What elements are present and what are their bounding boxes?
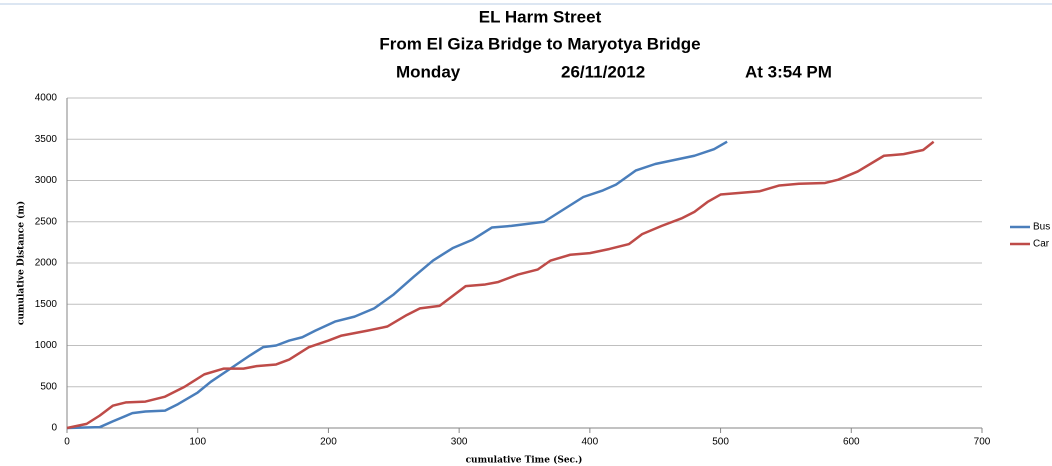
- data-line: [66, 140, 728, 430]
- x-tick-label: 400: [582, 437, 599, 448]
- legend-label: Bus: [1033, 222, 1050, 233]
- legend-label: Car: [1033, 239, 1050, 250]
- x-tick-label: 600: [843, 437, 860, 448]
- chart-subtitle: At 3:54 PM: [745, 62, 832, 81]
- chart-subtitle: 26/11/2012: [561, 62, 645, 81]
- y-tick-label: 2500: [35, 216, 58, 227]
- x-tick-label: 0: [64, 437, 70, 448]
- y-tick-label: 1000: [35, 340, 58, 351]
- y-tick-label: 0: [51, 423, 57, 434]
- y-tick-label: 500: [40, 381, 57, 392]
- x-axis-label: cumulative Time (Sec.): [466, 455, 583, 466]
- chart-title: From El Giza Bridge to Maryotya Bridge: [379, 34, 700, 53]
- x-tick-label: 200: [320, 437, 337, 448]
- x-tick-label: 700: [974, 437, 991, 448]
- y-tick-label: 3500: [35, 134, 58, 145]
- y-tick-label: 4000: [35, 93, 58, 104]
- x-tick-label: 100: [189, 437, 206, 448]
- y-axis-label: cumulative Distance (m): [16, 201, 27, 325]
- data-line: [66, 140, 935, 430]
- chart-subtitle: Monday: [396, 62, 461, 81]
- x-tick-label: 300: [451, 437, 468, 448]
- y-tick-label: 2000: [35, 258, 58, 269]
- x-tick-label: 500: [712, 437, 729, 448]
- y-tick-label: 1500: [35, 299, 58, 310]
- y-tick-label: 3000: [35, 175, 58, 186]
- chart-title: EL Harm Street: [479, 7, 602, 26]
